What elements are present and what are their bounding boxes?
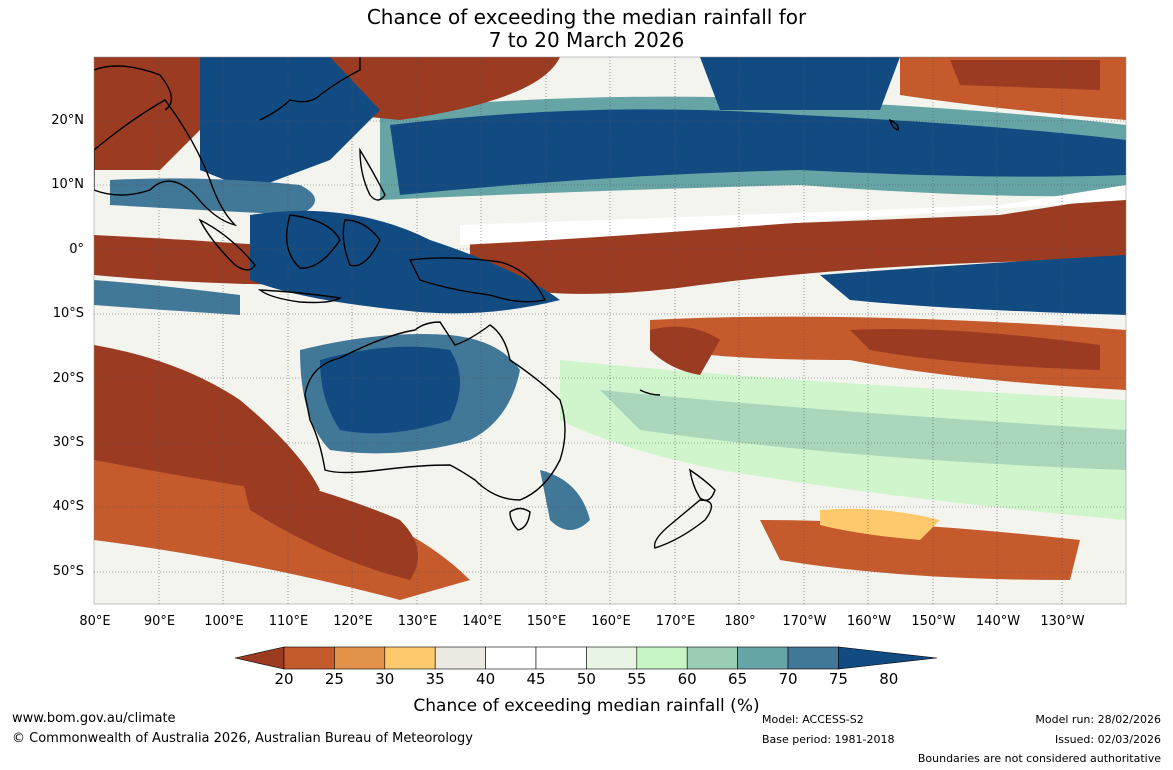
colorbar-tick-label: 20 [274, 670, 294, 688]
colorbar-tick-label: 35 [425, 670, 445, 688]
colorbar-segment [787, 646, 839, 670]
colorbar-segment [283, 646, 335, 670]
latitude-label: 30°S [52, 435, 84, 450]
colorbar-tick-label: 30 [375, 670, 395, 688]
colorbar-segment [686, 646, 738, 670]
map-field [94, 57, 1126, 604]
disclaimer-text: Boundaries are not considered authoritat… [917, 752, 1161, 765]
colorbar-lower-arrow [234, 646, 285, 670]
colorbar-segment [384, 646, 436, 670]
colorbar-tick-label: 50 [576, 670, 596, 688]
longitude-label: 180° [724, 614, 756, 629]
map-title-line-2: 7 to 20 March 2026 [488, 28, 685, 52]
latitude-label: 50°S [52, 563, 84, 579]
latitude-label: 10°S [52, 306, 84, 322]
colorbar-tick-label: 65 [728, 670, 748, 688]
longitude-label: 140°W [975, 614, 1021, 629]
model-run-text: Model run: 28/02/2026 [1035, 713, 1161, 726]
colorbar-segment [434, 646, 486, 670]
latitude-label: 10°N [51, 177, 84, 193]
colorbar [234, 646, 938, 670]
longitude-label: 130°W [1040, 614, 1085, 629]
latitude-label: 20°S [52, 370, 84, 386]
base-period-text: Base period: 1981-2018 [762, 733, 895, 746]
latitude-label: 20°N [51, 113, 84, 128]
model-text: Model: ACCESS-S2 [762, 713, 864, 726]
longitude-label: 130°E [397, 614, 438, 629]
latitude-label: 0° [69, 241, 84, 257]
map-title-line-1: Chance of exceeding the median rainfall … [366, 5, 807, 29]
colorbar-segment [485, 646, 537, 670]
website-text: www.bom.gov.au/climate [12, 711, 176, 726]
issued-text: Issued: 02/03/2026 [1054, 733, 1161, 746]
longitude-label: 170°E [655, 614, 696, 629]
colorbar-segment [636, 646, 688, 670]
longitude-label: 80°E [79, 614, 111, 629]
longitude-label: 90°E [143, 614, 176, 629]
coastlines [94, 57, 900, 549]
colorbar-tick-label: 45 [526, 670, 546, 688]
colorbar-tick-label: 55 [627, 670, 647, 688]
colorbar-tick-label: 75 [828, 670, 848, 688]
longitude-label: 160°W [846, 614, 892, 629]
colorbar-tick-label: 80 [879, 670, 899, 688]
colorbar-segment [334, 646, 386, 670]
longitude-label: 100°E [204, 614, 244, 629]
colorbar-tick-label: 60 [677, 670, 697, 688]
colorbar-segment [586, 646, 638, 670]
colorbar-label: Chance of exceeding median rainfall (%) [413, 696, 760, 716]
longitude-label: 170°W [782, 614, 827, 629]
longitude-label: 120°E [333, 614, 373, 629]
longitude-label: 160°E [591, 614, 631, 629]
colorbar-tick-label: 25 [324, 670, 344, 688]
longitude-label: 110°E [268, 614, 309, 629]
colorbar-tick-label: 40 [476, 670, 496, 688]
latitude-label: 40°S [52, 499, 84, 515]
longitude-label: 150°W [911, 614, 956, 629]
colorbar-upper-arrow [838, 646, 938, 670]
copyright-text: © Commonwealth of Australia 2026, Austra… [12, 731, 473, 746]
colorbar-segment [737, 646, 789, 670]
longitude-label: 140°E [462, 614, 502, 629]
longitude-label: 150°E [526, 614, 567, 629]
colorbar-tick-label: 70 [778, 670, 798, 688]
colorbar-segment [535, 646, 587, 670]
